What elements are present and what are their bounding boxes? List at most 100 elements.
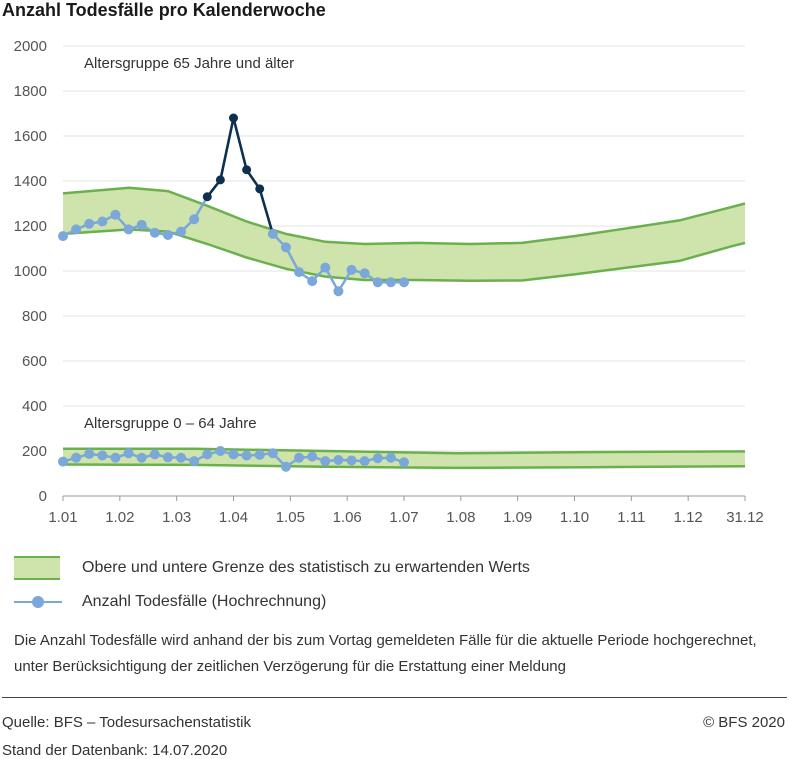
data-point — [280, 242, 291, 253]
data-point — [202, 449, 213, 460]
legend-band-label: Obere und untere Grenze des statistisch … — [82, 559, 530, 576]
x-tick-label: 1.08 — [446, 509, 475, 526]
data-point — [149, 227, 160, 238]
x-tick-label: 1.07 — [389, 509, 418, 526]
data-point — [110, 209, 121, 220]
data-point — [372, 453, 383, 464]
group-label-0-64: Altersgruppe 0 – 64 Jahre — [84, 415, 257, 432]
data-point — [399, 277, 409, 288]
data-point — [333, 286, 344, 297]
data-point — [255, 184, 265, 194]
x-tick-label: 1.01 — [48, 509, 77, 526]
data-point — [399, 457, 409, 468]
data-point — [97, 450, 108, 461]
data-point — [71, 452, 82, 463]
source-text: Quelle: BFS – Todesursachenstatistik — [2, 714, 252, 731]
band-swatch — [14, 556, 60, 580]
data-point — [84, 448, 95, 459]
y-axis-tick-labels: 0 200 400 600 800 1000 1200 1400 1600 1800 2000 — [14, 38, 47, 505]
band-upper-line-0 — [62, 186, 746, 246]
data-point — [71, 224, 82, 235]
data-point — [254, 449, 265, 460]
copyright: © BFS 2020 — [703, 714, 785, 731]
data-point — [359, 456, 370, 467]
x-axis: 1.01 1.02 1.03 1.04 1.05 1.06 1.07 1.08 1.09 1.10… — [48, 495, 764, 526]
data-point — [58, 231, 68, 242]
y-tick-label: 1200 — [14, 218, 47, 235]
legend-item-line: Anzahl Todesfälle (Hochrechnung) — [14, 592, 326, 612]
y-tick-label: 1800 — [14, 83, 47, 100]
x-tick-label: 1.10 — [560, 509, 589, 526]
data-point — [267, 228, 278, 239]
x-tick-label: 1.12 — [674, 509, 703, 526]
data-point — [385, 452, 396, 463]
chart-title: Anzahl Todesfälle pro Kalenderwoche — [2, 0, 326, 20]
x-tick-label: 31.12 — [726, 509, 764, 526]
data-point — [307, 451, 318, 462]
data-point — [280, 461, 291, 472]
band-upper-line-1 — [63, 447, 746, 455]
data-point — [372, 277, 383, 288]
legend-line-label: Anzahl Todesfälle (Hochrechnung) — [82, 593, 327, 610]
data-point — [202, 192, 212, 202]
y-tick-label: 2000 — [14, 38, 47, 55]
data-point — [136, 219, 147, 230]
data-point — [162, 452, 173, 463]
chart-note: Die Anzahl Todesfälle wird anhand der bi… — [14, 632, 757, 675]
y-tick-label: 0 — [39, 488, 47, 505]
data-point — [385, 277, 396, 288]
data-point — [320, 262, 331, 273]
chart: 0 200 400 600 800 1000 1200 1400 1600 1800 2000 1.… — [14, 38, 764, 526]
data-point — [176, 226, 187, 237]
line-marker-swatch — [14, 592, 62, 612]
x-tick-label: 1.05 — [276, 509, 305, 526]
data-point — [346, 264, 357, 275]
data-point — [58, 456, 68, 467]
y-tick-label: 800 — [22, 308, 47, 325]
death-count-lines — [58, 113, 409, 472]
data-point — [333, 455, 344, 465]
y-tick-label: 600 — [22, 353, 47, 370]
data-point — [123, 448, 134, 459]
data-point — [229, 113, 238, 123]
expected-band-0 — [63, 187, 745, 281]
x-tick-label: 1.04 — [219, 509, 248, 526]
y-tick-label: 200 — [22, 443, 47, 460]
data-point — [176, 452, 187, 463]
legend-item-band: Obere und untere Grenze des statistisch … — [14, 556, 530, 580]
data-point — [242, 165, 252, 175]
band-lower-line-1 — [62, 463, 746, 470]
data-point — [307, 276, 318, 287]
y-tick-label: 1400 — [14, 173, 47, 190]
x-tick-label: 1.03 — [162, 509, 191, 526]
data-point — [215, 446, 226, 456]
data-point — [189, 456, 200, 467]
x-tick-label: 1.06 — [333, 509, 362, 526]
data-point — [294, 267, 305, 278]
data-point — [359, 268, 370, 279]
data-point — [149, 449, 160, 460]
data-point — [123, 224, 134, 235]
data-point — [215, 175, 225, 185]
data-point — [267, 448, 278, 459]
x-tick-label: 1.09 — [503, 509, 532, 526]
data-point — [136, 452, 147, 463]
data-point — [110, 452, 121, 463]
y-tick-label: 1000 — [14, 263, 47, 280]
footer-divider — [2, 697, 787, 698]
data-point — [97, 216, 108, 227]
data-point — [346, 455, 357, 466]
data-point — [189, 214, 200, 225]
data-point — [84, 218, 95, 229]
group-label-65plus: Altersgruppe 65 Jahre und älter — [84, 55, 294, 72]
database-date: Stand der Datenbank: 14.07.2020 — [2, 742, 228, 759]
data-point — [162, 230, 173, 240]
x-tick-label: 1.11 — [617, 509, 645, 526]
data-point — [294, 452, 305, 463]
y-tick-label: 400 — [22, 398, 47, 415]
data-point — [241, 450, 252, 461]
x-tick-label: 1.02 — [105, 509, 134, 526]
y-tick-label: 1600 — [14, 128, 47, 145]
age-group-labels: Altersgruppe 65 Jahre und älter Altersgr… — [84, 55, 294, 432]
data-point — [320, 456, 331, 467]
